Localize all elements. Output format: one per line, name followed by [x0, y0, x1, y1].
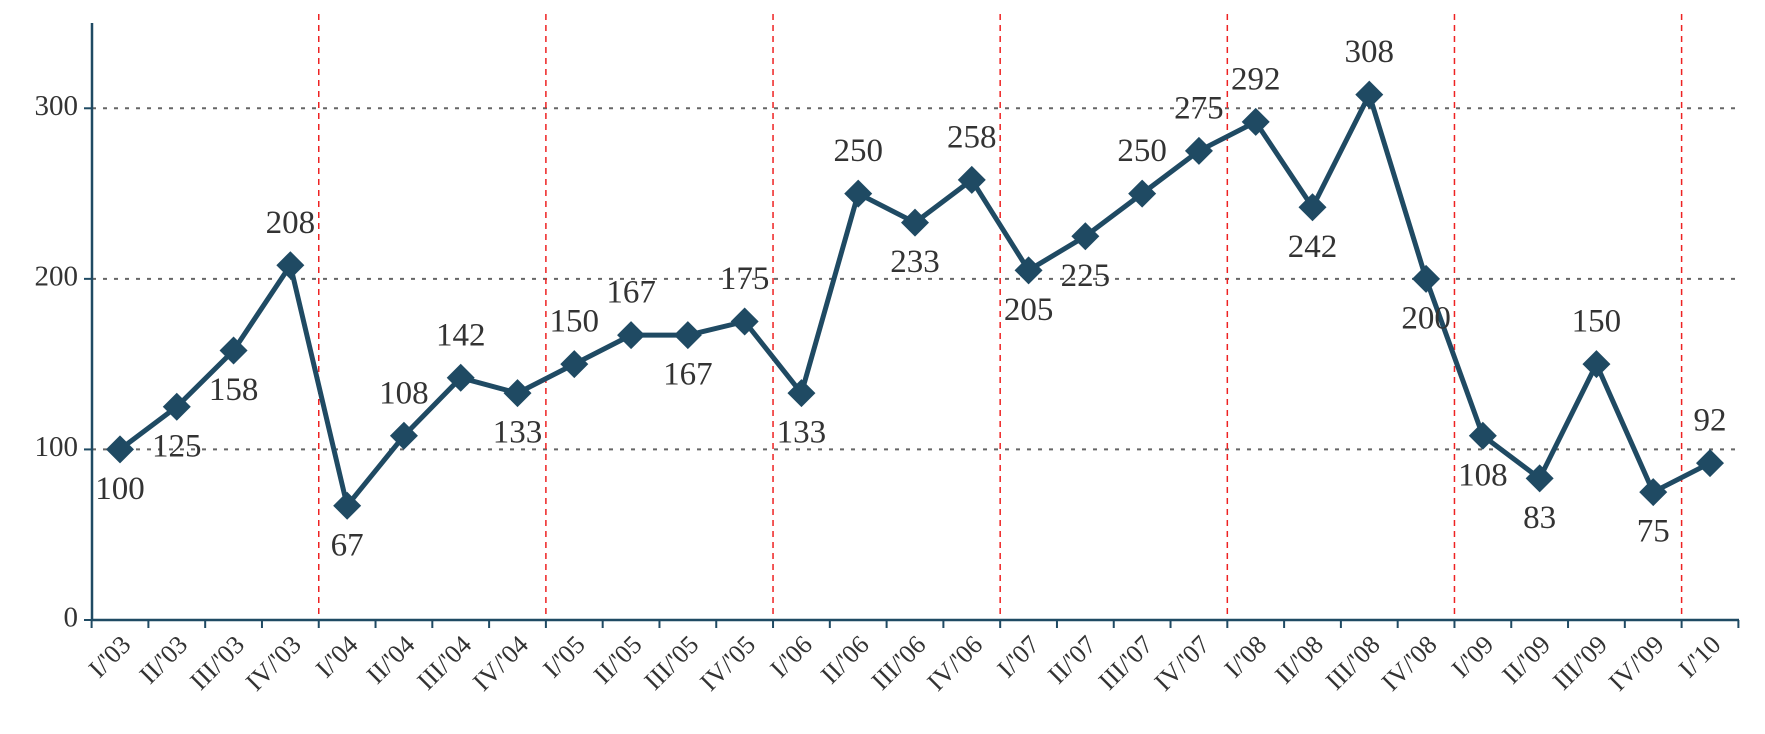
x-tick-label: II/'08 — [1269, 630, 1329, 690]
marker — [617, 321, 646, 350]
data-label: 233 — [890, 244, 940, 280]
marker — [1525, 464, 1554, 493]
y-tick-label: 200 — [35, 261, 79, 293]
x-tick-label: III/'09 — [1547, 630, 1613, 696]
marker — [389, 421, 418, 450]
data-label: 150 — [550, 304, 600, 340]
x-tick-label: III/'08 — [1320, 630, 1386, 696]
data-label: 250 — [833, 133, 883, 169]
marker — [1582, 350, 1611, 379]
marker — [1184, 136, 1213, 165]
x-tick-label: III/'06 — [866, 630, 932, 696]
data-label: 150 — [1572, 304, 1622, 340]
data-label: 100 — [95, 471, 145, 507]
y-tick-label: 100 — [35, 431, 79, 463]
x-tick-label: I/'09 — [1446, 630, 1499, 683]
x-tick-label: III/'04 — [411, 630, 477, 696]
x-tick-label: II/'06 — [815, 630, 875, 690]
data-label: 167 — [663, 357, 713, 393]
data-label: 258 — [947, 120, 997, 156]
data-label: 92 — [1694, 403, 1727, 439]
marker — [1128, 179, 1157, 208]
marker — [1355, 80, 1384, 109]
x-tick-label: II/'05 — [588, 630, 648, 690]
x-tick-label: I/'05 — [537, 630, 590, 683]
data-label: 275 — [1174, 91, 1224, 127]
data-label: 167 — [606, 275, 656, 311]
data-label: 108 — [379, 375, 429, 411]
data-label: 225 — [1061, 258, 1111, 294]
marker — [673, 321, 702, 350]
marker — [1696, 449, 1724, 478]
marker — [787, 379, 816, 408]
marker — [503, 379, 532, 408]
marker — [1241, 107, 1270, 136]
x-tick-label: II/'03 — [134, 630, 194, 690]
y-tick-label: 0 — [64, 602, 79, 634]
data-label: 125 — [152, 428, 202, 464]
data-label: 142 — [436, 317, 486, 353]
x-tick-label: I/'06 — [764, 630, 817, 683]
data-label: 67 — [331, 527, 364, 563]
x-tick-label: IV/'08 — [1376, 630, 1443, 697]
x-tick-label: I/'04 — [310, 630, 363, 683]
marker — [446, 363, 475, 392]
x-tick-label: IV/'09 — [1603, 630, 1670, 697]
marker — [106, 435, 134, 464]
data-label: 158 — [209, 372, 259, 408]
marker — [1639, 478, 1668, 507]
x-tick-label: IV/'04 — [467, 630, 534, 697]
data-label: 200 — [1401, 300, 1451, 336]
marker — [1071, 222, 1100, 251]
data-label: 83 — [1523, 500, 1556, 536]
marker — [1014, 256, 1043, 285]
marker — [1412, 264, 1441, 293]
marker — [219, 336, 248, 365]
marker — [276, 251, 305, 280]
data-label: 250 — [1117, 133, 1167, 169]
data-label: 75 — [1637, 514, 1670, 550]
x-tick-label: II/'07 — [1042, 630, 1102, 690]
x-tick-label: I/'07 — [992, 630, 1045, 683]
line — [118, 92, 1712, 509]
data-label: 242 — [1288, 229, 1338, 265]
data-label: 133 — [777, 415, 827, 451]
marker — [333, 491, 362, 520]
marker — [560, 350, 589, 379]
data-label: 108 — [1458, 457, 1508, 493]
y-tick-label: 300 — [35, 90, 79, 122]
x-tick-label: III/'07 — [1093, 630, 1159, 696]
x-tick-label: IV/'07 — [1149, 630, 1216, 697]
marker — [901, 208, 929, 237]
x-tick-label: IV/'05 — [694, 630, 761, 697]
x-tick-label: I/'03 — [83, 630, 136, 683]
x-tick-label: III/'03 — [184, 630, 250, 696]
data-label: 133 — [493, 415, 543, 451]
x-tick-label: III/'05 — [639, 630, 705, 696]
marker — [957, 165, 986, 194]
marker — [1298, 193, 1327, 222]
data-label: 292 — [1231, 62, 1281, 98]
data-label: 175 — [720, 261, 770, 297]
x-tick-label: II/'09 — [1497, 630, 1557, 690]
x-tick-label: II/'04 — [361, 630, 421, 690]
marker — [1468, 421, 1497, 450]
data-label: 208 — [266, 205, 316, 241]
x-tick-label: IV/'03 — [240, 630, 307, 697]
data-label: 308 — [1345, 34, 1395, 70]
x-tick-label: I/'10 — [1673, 630, 1726, 683]
x-tick-label: I/'08 — [1219, 630, 1272, 683]
marker — [730, 307, 759, 336]
data-label: 205 — [1004, 292, 1054, 328]
marker — [844, 179, 873, 208]
x-tick-label: IV/'06 — [922, 630, 989, 697]
marker — [162, 392, 191, 421]
